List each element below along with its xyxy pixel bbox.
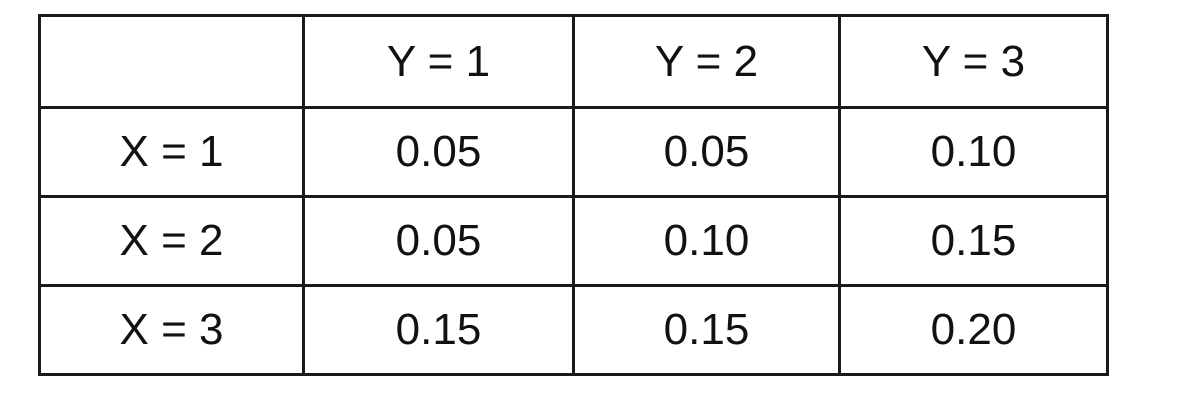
table-row: X = 1 0.05 0.05 0.10 — [38, 106, 1109, 198]
table-cell: 0.05 — [302, 195, 575, 287]
table-cell: 0.15 — [302, 284, 575, 376]
table-cell: 0.15 — [838, 195, 1109, 287]
table-cell: 0.15 — [572, 284, 841, 376]
corner-cell — [38, 14, 305, 109]
probability-table: Y = 1 Y = 2 Y = 3 X = 1 0.05 0.05 0.10 X… — [38, 14, 1109, 376]
table-header-row: Y = 1 Y = 2 Y = 3 — [38, 14, 1109, 109]
row-header-x3: X = 3 — [38, 284, 305, 376]
row-header-x2: X = 2 — [38, 195, 305, 287]
column-header-y3: Y = 3 — [838, 14, 1109, 109]
table-cell: 0.20 — [838, 284, 1109, 376]
row-header-x1: X = 1 — [38, 106, 305, 198]
column-header-y2: Y = 2 — [572, 14, 841, 109]
table-cell: 0.05 — [572, 106, 841, 198]
table-cell: 0.05 — [302, 106, 575, 198]
table-row: X = 2 0.05 0.10 0.15 — [38, 195, 1109, 287]
table-cell: 0.10 — [838, 106, 1109, 198]
column-header-y1: Y = 1 — [302, 14, 575, 109]
table-row: X = 3 0.15 0.15 0.20 — [38, 284, 1109, 376]
table-cell: 0.10 — [572, 195, 841, 287]
